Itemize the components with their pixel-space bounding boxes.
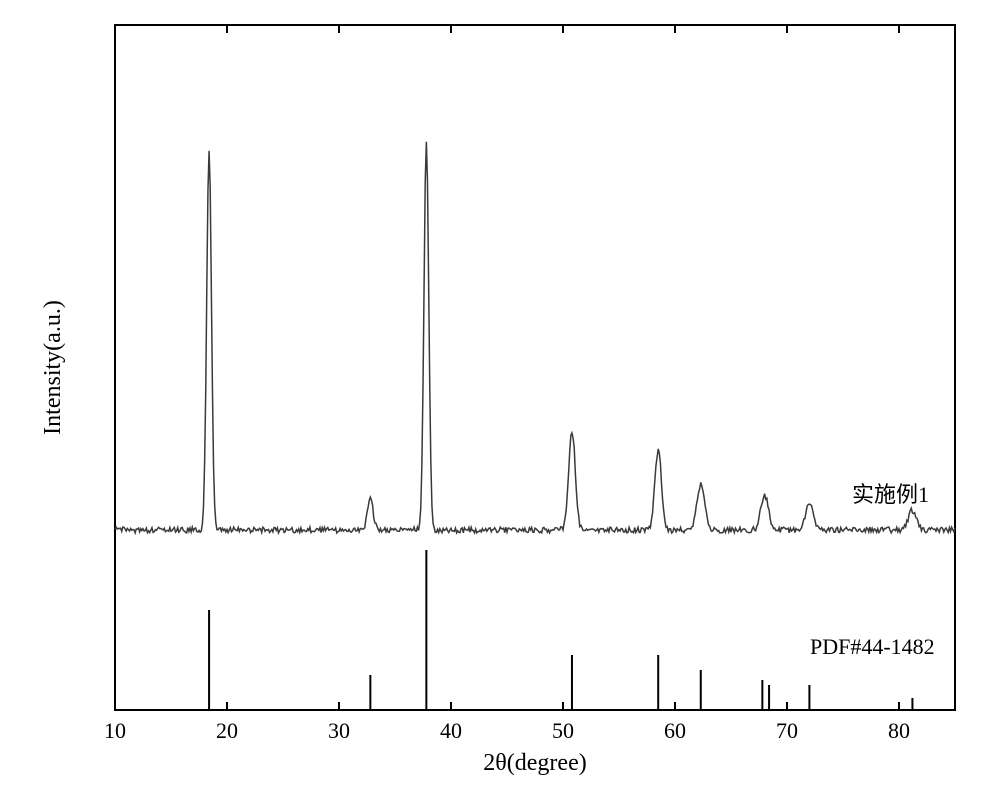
x-axis-label: 2θ(degree)	[483, 750, 586, 776]
xrd-chart: 10 20 30 40 50 60 70 80 2θ(degree) Intensity(a.u.…	[0, 0, 1000, 792]
x-tick-label: 70	[776, 718, 798, 743]
x-tick-label: 20	[216, 718, 238, 743]
x-tick-label: 40	[440, 718, 462, 743]
xrd-pattern-line	[115, 142, 955, 533]
plot-border	[115, 25, 955, 710]
chart-svg: 10 20 30 40 50 60 70 80 2θ(degree) Intensity(a.u.…	[0, 0, 1000, 792]
reference-label: PDF#44-1482	[810, 634, 935, 659]
x-tick-label: 60	[664, 718, 686, 743]
x-tick-label: 50	[552, 718, 574, 743]
x-tick-label: 10	[104, 718, 126, 743]
y-axis-label: Intensity(a.u.)	[40, 300, 66, 435]
x-tick-label: 80	[888, 718, 910, 743]
xrd-series-label: 实施例1	[852, 482, 929, 507]
x-tick-label: 30	[328, 718, 350, 743]
